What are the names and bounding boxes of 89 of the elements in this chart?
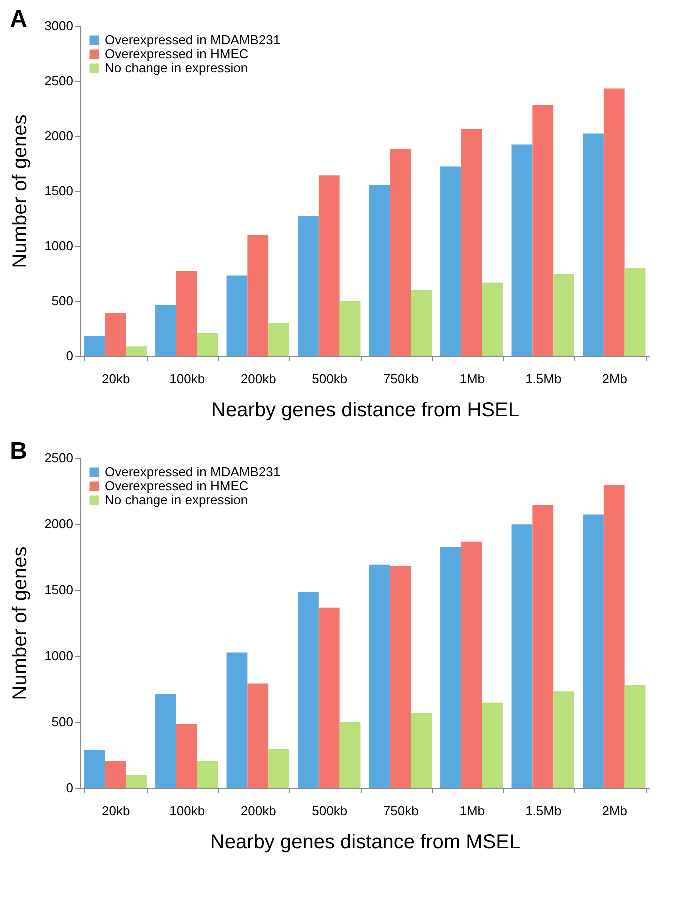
bar: [440, 166, 462, 356]
y-axis-title: Number of genes: [10, 114, 32, 268]
x-tick-label: 1.5Mb: [526, 372, 562, 386]
y-tick-label: 1000: [44, 238, 74, 254]
y-tick-label: 3000: [44, 18, 74, 34]
bar: [624, 685, 646, 788]
x-axis-title: Nearby genes distance from HSEL: [212, 400, 520, 422]
x-tick-label: 750kb: [383, 372, 419, 386]
bar: [554, 274, 574, 356]
bar: [440, 547, 462, 788]
bar: [176, 724, 198, 788]
bar: [369, 186, 390, 356]
bar: [512, 144, 533, 356]
x-tick-label: 750kb: [383, 804, 419, 818]
bar: [248, 235, 269, 356]
bar: [248, 684, 269, 788]
bar: [298, 216, 319, 356]
bar: [532, 105, 554, 356]
bar: [226, 276, 248, 356]
y-tick-label: 2000: [44, 128, 74, 144]
bar: [156, 305, 176, 356]
bar: [482, 702, 504, 788]
bar: [226, 652, 248, 788]
bar: [156, 694, 176, 788]
y-tick-label: 1500: [44, 184, 74, 198]
y-tick-label: 500: [52, 294, 74, 308]
bar: [482, 282, 504, 356]
x-tick-label: 20kb: [102, 804, 130, 818]
y-tick-label: 0: [66, 780, 74, 796]
y-tick-label: 2500: [44, 74, 74, 88]
y-tick-label: 2500: [44, 450, 74, 466]
bar: [197, 333, 218, 356]
legend-label: No change in expression: [105, 60, 248, 76]
y-tick-label: 0: [66, 348, 74, 364]
bar: [532, 506, 554, 788]
bar: [318, 176, 340, 356]
x-tick-label: 100kb: [170, 804, 206, 818]
bar: [583, 514, 604, 788]
bar: [176, 271, 198, 356]
x-tick-label: 200kb: [240, 372, 276, 386]
bar: [84, 750, 106, 788]
bar: [624, 268, 646, 356]
chart-title: B: [10, 438, 28, 465]
x-tick-label: 2Mb: [602, 372, 628, 386]
bar: [105, 760, 126, 788]
x-tick-label: 1Mb: [460, 804, 486, 818]
bar: [411, 290, 432, 356]
y-tick-label: 500: [52, 714, 74, 730]
bar: [340, 722, 361, 788]
legend-label: No change in expression: [105, 492, 248, 508]
bar: [197, 760, 218, 788]
y-axis-title: Number of genes: [10, 546, 32, 700]
bar: [268, 323, 290, 356]
x-tick-label: 100kb: [170, 372, 206, 386]
bar: [105, 313, 126, 356]
x-tick-label: 500kb: [312, 804, 348, 818]
bar: [411, 713, 432, 788]
x-tick-label: 200kb: [240, 804, 276, 818]
x-tick-label: 2Mb: [602, 804, 628, 818]
bar: [298, 592, 319, 788]
bar: [318, 608, 340, 788]
bar: [390, 566, 412, 788]
bar: [268, 749, 290, 788]
legend-label: Overexpressed in MDAMB231: [105, 32, 281, 48]
x-tick-label: 1.5Mb: [526, 804, 562, 818]
x-tick-label: 500kb: [312, 372, 348, 386]
legend-label: Overexpressed in HMEC: [105, 46, 249, 62]
y-tick-label: 2000: [44, 516, 74, 532]
legend-label: Overexpressed in HMEC: [105, 478, 249, 494]
bar: [126, 346, 147, 356]
bar: [554, 692, 574, 788]
bar: [604, 485, 625, 788]
x-tick-label: 1Mb: [460, 372, 486, 386]
bar: [604, 88, 625, 356]
y-tick-label: 1000: [44, 648, 74, 664]
bar: [512, 524, 533, 788]
x-axis-title: Nearby genes distance from MSEL: [210, 832, 521, 854]
bar: [390, 149, 412, 356]
chart-title: A: [10, 6, 28, 33]
bar: [369, 564, 390, 788]
bar: [461, 542, 482, 788]
bar: [340, 301, 361, 356]
bar: [126, 775, 147, 788]
legend-label: Overexpressed in MDAMB231: [105, 464, 281, 480]
y-tick-label: 1500: [44, 582, 74, 598]
bar: [84, 336, 106, 356]
x-tick-label: 20kb: [102, 372, 130, 386]
bar: [583, 134, 604, 356]
bar: [461, 129, 482, 356]
